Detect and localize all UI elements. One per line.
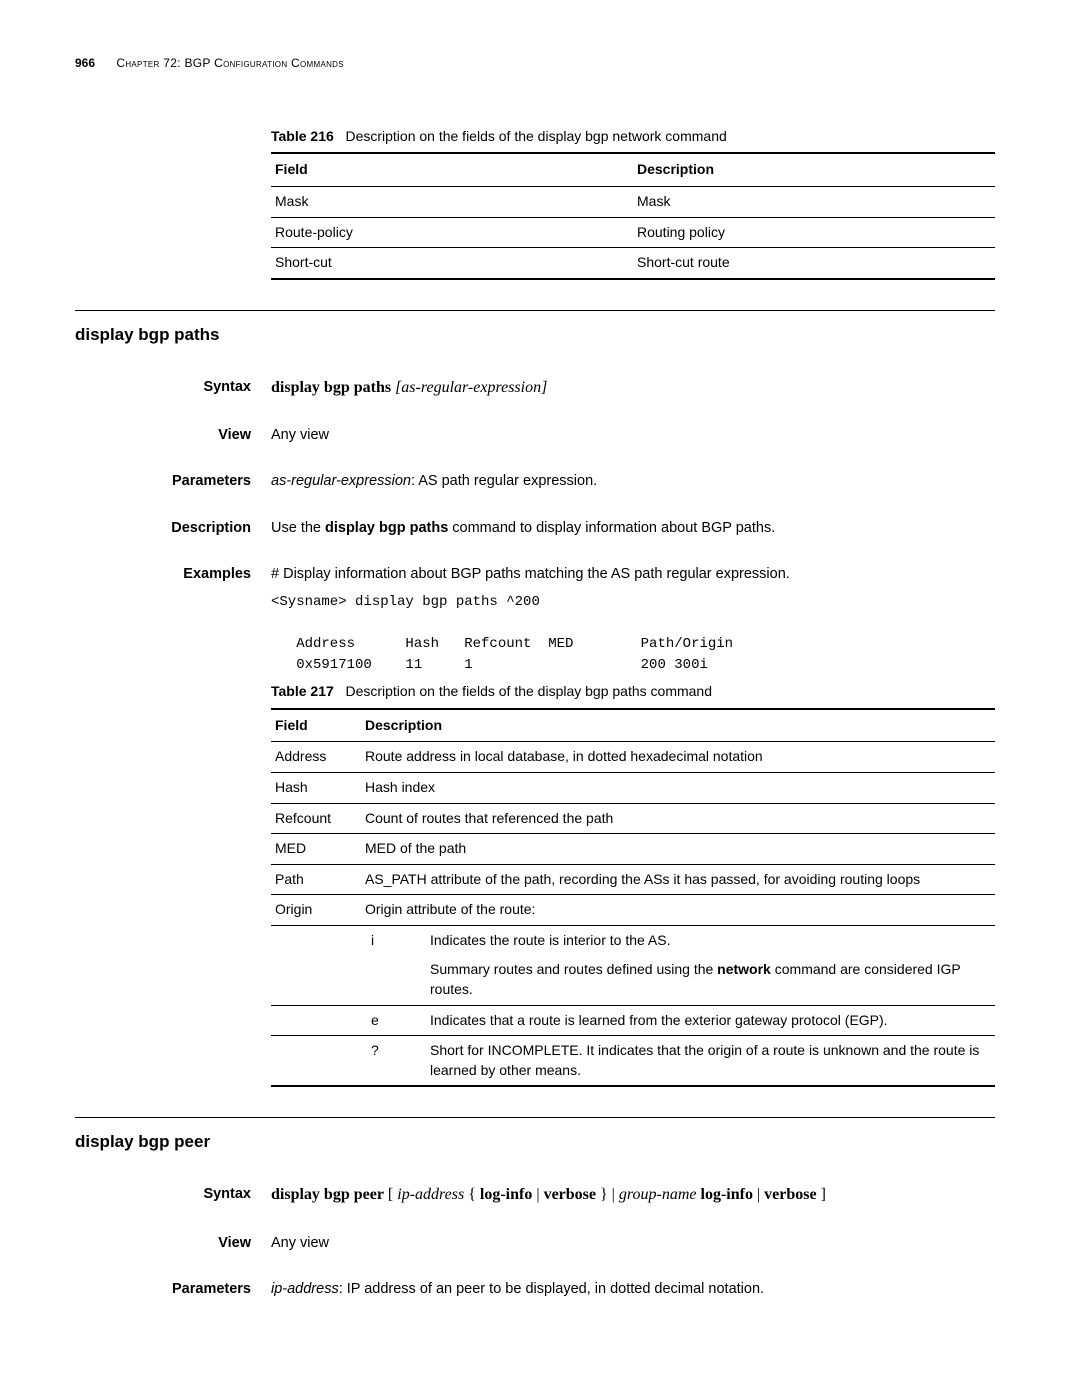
examples-code-block: <Sysname> display bgp paths ^200 Address… xyxy=(271,592,995,676)
examples-code: <Sysname> display bgp paths ^200 Address… xyxy=(271,592,995,676)
syntax-row: Syntax display bgp paths [as-regular-exp… xyxy=(75,377,995,399)
parameters-content: as-regular-expression: AS path regular e… xyxy=(271,471,995,491)
param-text: : AS path regular expression. xyxy=(411,473,597,489)
th-desc: Description xyxy=(633,153,995,186)
table-row: AddressRoute address in local database, … xyxy=(271,742,995,773)
table-216-block: Table 216 Description on the fields of t… xyxy=(271,127,995,280)
page-number: 966 xyxy=(75,56,95,70)
view-label: View xyxy=(75,1233,271,1253)
syntax-cmd: display bgp paths xyxy=(271,379,391,396)
table-row: RefcountCount of routes that referenced … xyxy=(271,803,995,834)
syntax-label: Syntax xyxy=(75,377,271,397)
parameters-label: Parameters xyxy=(75,471,271,491)
table-row: iIndicates the route is interior to the … xyxy=(271,925,995,955)
table-row: eIndicates that a route is learned from … xyxy=(271,1005,995,1036)
caption-text: Description on the fields of the display… xyxy=(345,128,726,144)
table-217: Field Description AddressRoute address i… xyxy=(271,708,995,1088)
th-desc: Description xyxy=(361,709,995,742)
examples-intro: # Display information about BGP paths ma… xyxy=(271,564,995,584)
section-divider xyxy=(75,310,995,311)
peer-syntax-content: display bgp peer [ ip-address { log-info… xyxy=(271,1184,995,1206)
table-row: OriginOrigin attribute of the route: xyxy=(271,895,995,926)
parameters-row: Parameters as-regular-expression: AS pat… xyxy=(75,471,995,491)
examples-row: Examples # Display information about BGP… xyxy=(75,564,995,584)
table-row: HashHash index xyxy=(271,772,995,803)
param-text: : IP address of an peer to be displayed,… xyxy=(339,1281,764,1297)
view-text: Any view xyxy=(271,1233,995,1253)
table-row: Short-cutShort-cut route xyxy=(271,248,995,279)
parameters-label: Parameters xyxy=(75,1279,271,1299)
view-label: View xyxy=(75,425,271,445)
table-216-caption: Table 216 Description on the fields of t… xyxy=(271,127,995,147)
table-217-block: Table 217 Description on the fields of t… xyxy=(271,682,995,1087)
table-216: Field Description MaskMaskRoute-policyRo… xyxy=(271,152,995,279)
caption-text: Description on the fields of the display… xyxy=(345,683,712,699)
table-row: ?Short for INCOMPLETE. It indicates that… xyxy=(271,1036,995,1087)
description-row: Description Use the display bgp paths co… xyxy=(75,518,995,538)
chapter-title: Chapter 72: BGP Configuration Commands xyxy=(116,56,344,70)
desc-cmd: display bgp paths xyxy=(325,520,448,536)
param-arg: ip-address xyxy=(271,1281,339,1297)
table-row: Route-policyRouting policy xyxy=(271,217,995,248)
peer-parameters-row: Parameters ip-address: IP address of an … xyxy=(75,1279,995,1299)
syntax-arg: [as-regular-expression] xyxy=(391,379,547,396)
page-header: 966 Chapter 72: BGP Configuration Comman… xyxy=(75,55,995,72)
desc-pre: Use the xyxy=(271,520,325,536)
table-row: MEDMED of the path xyxy=(271,834,995,865)
description-label: Description xyxy=(75,518,271,538)
view-row: View Any view xyxy=(75,425,995,445)
caption-label: Table 217 xyxy=(271,683,334,699)
examples-label: Examples xyxy=(75,564,271,584)
syntax-label: Syntax xyxy=(75,1184,271,1204)
table-row: PathAS_PATH attribute of the path, recor… xyxy=(271,864,995,895)
th-field: Field xyxy=(271,709,361,742)
section-title-peer: display bgp peer xyxy=(75,1130,995,1154)
th-field: Field xyxy=(271,153,633,186)
table-217-caption: Table 217 Description on the fields of t… xyxy=(271,682,995,702)
table-row: Summary routes and routes defined using … xyxy=(271,955,995,1005)
desc-post: command to display information about BGP… xyxy=(448,520,775,536)
table-row: MaskMask xyxy=(271,186,995,217)
peer-view-row: View Any view xyxy=(75,1233,995,1253)
section-title-paths: display bgp paths xyxy=(75,323,995,347)
caption-label: Table 216 xyxy=(271,128,334,144)
peer-syntax-row: Syntax display bgp peer [ ip-address { l… xyxy=(75,1184,995,1206)
view-text: Any view xyxy=(271,425,995,445)
description-content: Use the display bgp paths command to dis… xyxy=(271,518,995,538)
syntax-content: display bgp paths [as-regular-expression… xyxy=(271,377,995,399)
parameters-content: ip-address: IP address of an peer to be … xyxy=(271,1279,995,1299)
section-divider xyxy=(75,1117,995,1118)
param-arg: as-regular-expression xyxy=(271,473,411,489)
